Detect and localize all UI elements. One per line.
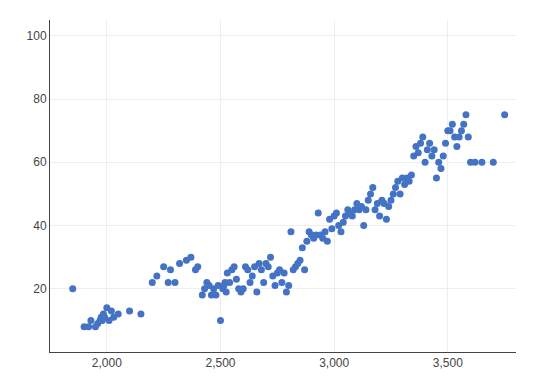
- svg-text:2,000: 2,000: [92, 356, 122, 370]
- svg-text:80: 80: [33, 92, 47, 106]
- svg-text:100: 100: [27, 29, 47, 43]
- svg-text:2,500: 2,500: [205, 356, 235, 370]
- svg-text:3,500: 3,500: [433, 356, 463, 370]
- svg-text:60: 60: [33, 155, 47, 169]
- svg-text:20: 20: [33, 282, 47, 296]
- svg-text:3,000: 3,000: [319, 356, 349, 370]
- svg-text:40: 40: [33, 219, 47, 233]
